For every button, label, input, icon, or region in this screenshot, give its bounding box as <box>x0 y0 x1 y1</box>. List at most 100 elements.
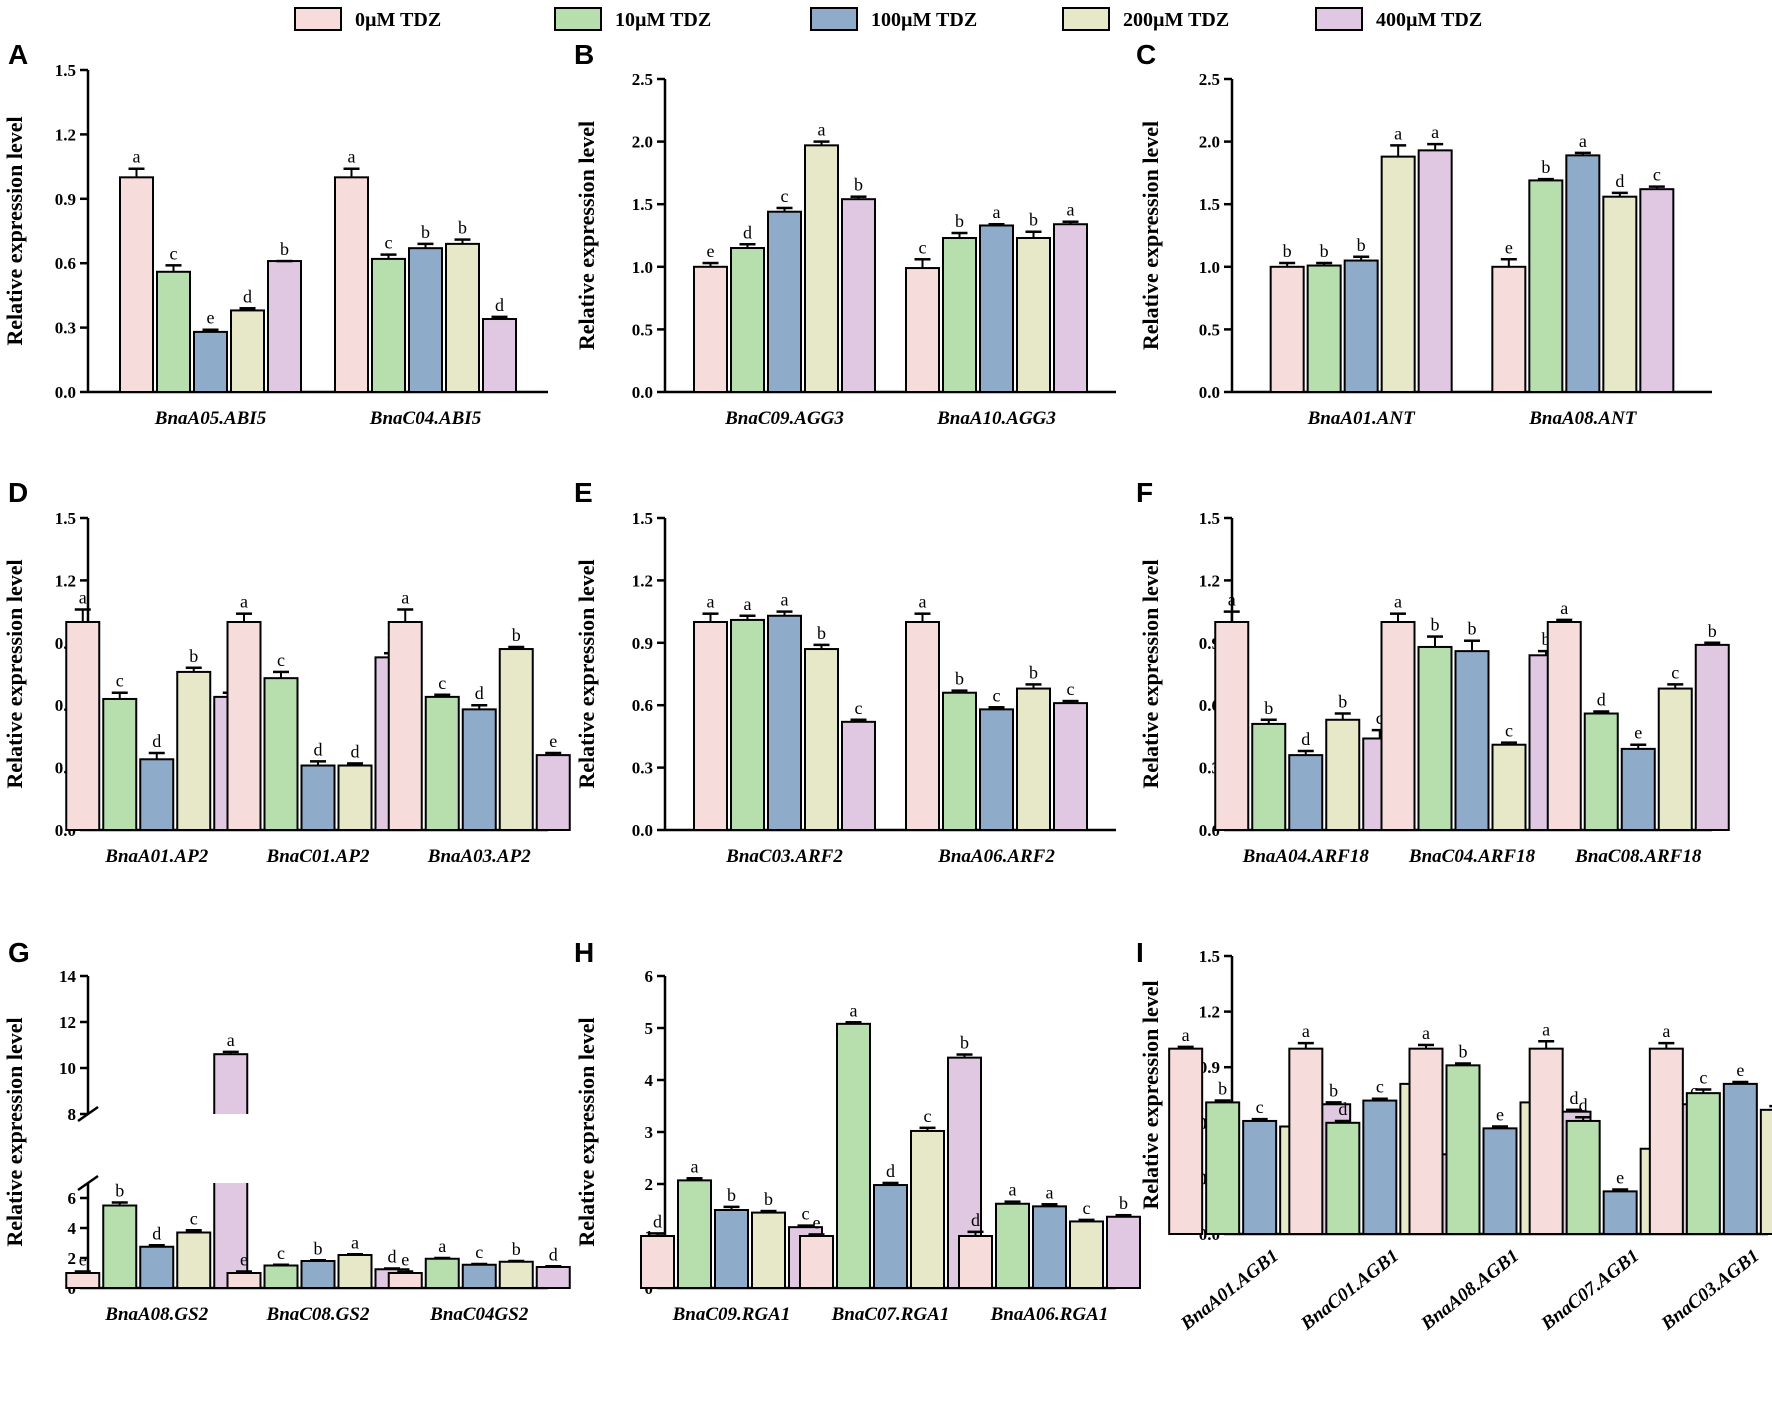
bar <box>230 309 265 393</box>
significance-letter: c <box>116 671 124 691</box>
bar <box>1343 259 1379 394</box>
significance-letter: c <box>1376 708 1384 728</box>
significance-letter: c <box>1699 1067 1707 1087</box>
significance-letter: b <box>1283 241 1292 261</box>
significance-letter: b <box>458 218 467 238</box>
y-axis-label: Relative expression level <box>574 1017 599 1246</box>
significance-letter: e <box>1616 1168 1624 1188</box>
significance-letter: a <box>1228 590 1236 610</box>
significance-letter: a <box>351 1232 359 1252</box>
significance-letter: c <box>1067 679 1075 699</box>
y-axis-label: Relative expression level <box>2 1017 27 1246</box>
x-category-label: BnaA08.AGB1 <box>1417 1245 1523 1335</box>
legend-label: 200µM TDZ <box>1123 9 1229 31</box>
x-category-label: BnaA01.ANT <box>1307 408 1417 429</box>
significance-letter: b <box>512 625 521 645</box>
significance-letter: a <box>240 592 248 612</box>
x-category-label: BnaA01.AP2 <box>104 846 208 867</box>
bar <box>1251 722 1287 831</box>
significance-letter: d <box>388 1247 397 1267</box>
significance-letter: b <box>1264 698 1273 718</box>
significance-letter: b <box>1338 692 1347 712</box>
bar <box>1417 149 1453 393</box>
bar <box>1205 1101 1241 1235</box>
bar <box>1053 223 1088 393</box>
y-tick-label: 1.2 <box>55 125 76 144</box>
legend-label: 10µM TDZ <box>615 9 711 31</box>
significance-letter: a <box>1579 131 1587 151</box>
x-category-label: BnaC03.ARF2 <box>725 846 843 867</box>
significance-letter: d <box>1338 1099 1347 1119</box>
bar <box>1620 747 1656 832</box>
significance-letter: c <box>993 685 1001 705</box>
significance-letter: b <box>1218 1079 1227 1099</box>
panel-E: E 0.0 0.3 0.6 0.9 1.2 1.5 Relative expression l… <box>574 477 1116 867</box>
bar <box>1032 1205 1067 1289</box>
significance-letter: a <box>1182 1025 1190 1045</box>
y-axis-label: Relative expression level <box>574 559 599 788</box>
bar <box>1016 237 1051 393</box>
x-category-label: BnaA10.AGG3 <box>936 408 1056 429</box>
significance-letter: b <box>1357 235 1366 255</box>
bar <box>958 1235 993 1289</box>
panel-B: B 0.0 0.5 1.0 1.5 2.0 2.5 Relative expression l… <box>574 39 1116 429</box>
significance-letter: e <box>813 1212 821 1232</box>
y-tick-label: 1.2 <box>1199 1003 1220 1022</box>
bar <box>1306 264 1342 394</box>
bar <box>1288 754 1324 831</box>
bar <box>1565 1119 1601 1235</box>
y-tick-label: 1.5 <box>55 509 76 528</box>
bar <box>910 1129 945 1289</box>
x-category-label: BnaC04GS2 <box>429 1304 529 1325</box>
significance-letter: e <box>1634 723 1642 743</box>
bar <box>1491 265 1527 393</box>
bar <box>498 1260 534 1289</box>
significance-letter: b <box>764 1189 773 1209</box>
y-axis-label: Relative expression level <box>2 559 27 788</box>
bar <box>1639 188 1675 393</box>
bar <box>1053 702 1088 831</box>
significance-letter: b <box>955 669 964 689</box>
y-tick-label: 0.0 <box>1199 383 1220 402</box>
y-tick-label: 0.9 <box>55 190 76 209</box>
bar <box>1380 155 1416 393</box>
bar <box>1482 1127 1518 1235</box>
bar <box>424 695 460 831</box>
y-tick-label: 0.9 <box>1199 1058 1220 1077</box>
x-category-label: BnaC09.RGA1 <box>672 1304 791 1325</box>
bar <box>535 1266 571 1289</box>
significance-letter: b <box>1542 629 1551 649</box>
significance-letter: c <box>924 1106 932 1126</box>
significance-letter: a <box>1394 123 1402 143</box>
significance-letter: d <box>1301 729 1310 749</box>
significance-letter: b <box>955 211 964 231</box>
significance-letter: c <box>170 243 178 263</box>
x-category-label: BnaA05.ABI5 <box>154 408 267 429</box>
legend-item: 400µM TDZ <box>1315 7 1482 31</box>
x-category-label: BnaA08.GS2 <box>104 1304 208 1325</box>
significance-letter: e <box>1736 1060 1744 1080</box>
bar <box>334 176 369 393</box>
y-tick-label: 10 <box>59 1059 76 1078</box>
panel-letter: B <box>574 39 594 70</box>
significance-letter: d <box>495 295 504 315</box>
y-tick-label: 1.5 <box>1199 195 1220 214</box>
axis-break-mark <box>77 1174 99 1192</box>
significance-letter: c <box>1083 1198 1091 1218</box>
y-axis-label: Relative expression level <box>1138 121 1163 350</box>
significance-letter: a <box>401 588 409 608</box>
bar <box>119 176 154 393</box>
bar <box>102 1204 138 1289</box>
bar <box>102 697 138 832</box>
bar <box>1325 718 1361 832</box>
y-tick-label: 2 <box>645 1175 654 1194</box>
bar <box>767 210 802 393</box>
bar <box>1454 650 1490 831</box>
significance-letter: c <box>855 698 863 718</box>
significance-letter: d <box>1615 171 1624 191</box>
y-tick-label: 2.5 <box>1199 70 1220 89</box>
significance-letter: b <box>512 1239 521 1259</box>
significance-letter: c <box>1256 1097 1264 1117</box>
bar <box>1362 1099 1398 1236</box>
